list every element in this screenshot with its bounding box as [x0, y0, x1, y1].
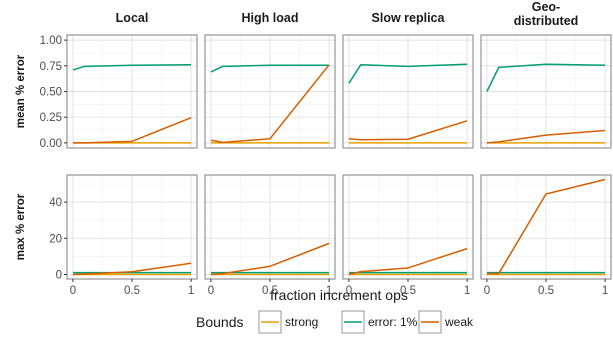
facet-title-slow-replica: Slow replica	[372, 11, 446, 25]
panel-gridlines	[481, 35, 611, 148]
x-tick-label: 0.5	[124, 285, 140, 297]
panel-geo-distributed-mean-error	[480, 34, 612, 149]
panel-slow-replica-max-error	[342, 174, 474, 280]
series-line-weak	[486, 129, 606, 144]
panel-high-load-max-error	[204, 174, 336, 280]
y-tick-label: 0.25	[40, 112, 62, 124]
legend-item-weak: weak	[418, 310, 474, 334]
x-tick-label: 1	[602, 285, 608, 297]
x-tick-label: 0	[70, 285, 76, 297]
x-tick-label: 0.5	[262, 285, 278, 297]
panel-border	[204, 34, 336, 149]
panel-local-mean-error	[66, 34, 198, 149]
panel-border	[480, 34, 612, 149]
legend-label: error: 1%	[368, 315, 418, 329]
legend-label: strong	[285, 315, 318, 329]
facet-title-high-load: High load	[242, 11, 299, 25]
y-axis-title-mean-error: mean % error	[15, 54, 27, 128]
series-line-weak	[210, 64, 330, 144]
panel-high-load-mean-error	[204, 34, 336, 149]
y-tick-label: 0.75	[40, 61, 62, 73]
series-line-weak	[210, 242, 330, 276]
x-tick-label: 0	[346, 285, 352, 297]
facet-title-local: Local	[116, 11, 149, 25]
legend-title: Bounds	[196, 314, 243, 330]
panel-geo-distributed-max-error	[480, 174, 612, 280]
series-line-error-1	[72, 64, 192, 71]
series-line-weak	[72, 262, 192, 276]
facet-title-geo-distributed: Geo-distributed	[514, 0, 579, 28]
y-tick-label: 0.50	[40, 87, 62, 99]
legend-item-strong: strong	[258, 310, 318, 334]
y-tick-label: 20	[49, 233, 62, 245]
y-axis-title-max-error: max % error	[15, 193, 27, 260]
legend-item-error-1: error: 1%	[341, 310, 418, 334]
y-axis-ticks: 0.00 0.25 0.50 0.75 1.00 0 20 40	[40, 35, 67, 281]
panel-slow-replica-mean-error	[342, 34, 474, 149]
x-tick-label: 0.5	[400, 285, 416, 297]
series-line-weak	[348, 247, 468, 276]
y-tick-label: 0.00	[40, 138, 62, 150]
y-tick-label: 1.00	[40, 35, 62, 47]
y-tick-label: 40	[49, 197, 62, 209]
panel-border	[342, 34, 474, 149]
x-tick-label: 1	[464, 285, 470, 297]
x-tick-label: 0	[484, 285, 490, 297]
x-axis-title: fraction increment ops	[270, 287, 408, 303]
series-line-error-1	[486, 63, 606, 92]
series-line-weak	[348, 120, 468, 141]
series-line-weak	[486, 178, 606, 275]
x-tick-label: 0.5	[538, 285, 554, 297]
legend-label: weak	[444, 315, 474, 329]
row-titles: mean % error max % error	[15, 54, 27, 260]
series-line-error-1	[210, 64, 330, 73]
x-axis-ticks: 0 0.5 1 0 0.5 1 0 0.5 1 0 0.5 1	[70, 279, 608, 297]
panels	[66, 34, 612, 280]
panel-local-max-error	[66, 174, 198, 280]
x-tick-label: 1	[326, 285, 332, 297]
x-tick-label: 1	[188, 285, 194, 297]
series-line-weak	[72, 117, 192, 144]
series-line-error-1	[348, 63, 468, 84]
y-tick-label: 0	[56, 269, 62, 281]
x-tick-label: 0	[208, 285, 214, 297]
legend: Bounds strong error: 1% weak	[196, 310, 474, 334]
facet-titles: Local High load Slow replica Geo-distribute…	[116, 0, 579, 28]
